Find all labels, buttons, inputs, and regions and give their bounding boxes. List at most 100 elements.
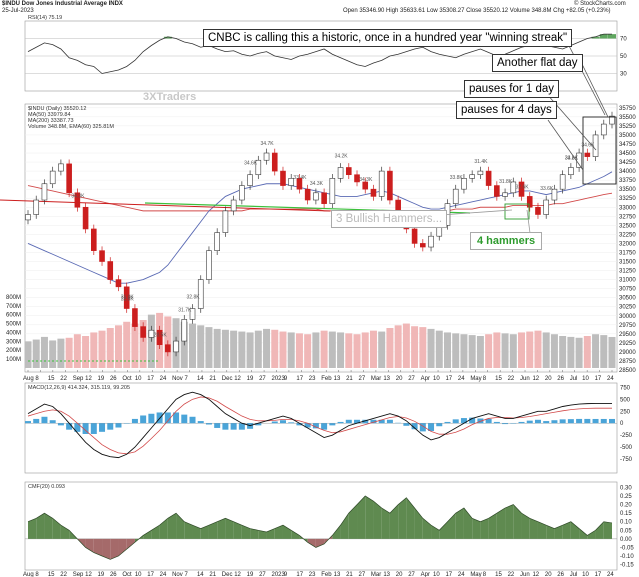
- volume-bar: [394, 325, 402, 368]
- macd-histogram-bar: [214, 423, 221, 428]
- axis-layer: 7050303575035500352503500034750345003425…: [6, 37, 636, 577]
- candle-body: [584, 152, 591, 157]
- x-tick-label: 15: [495, 376, 502, 382]
- cmf-area-segment: [455, 508, 464, 539]
- candle-body: [33, 199, 40, 215]
- x-tick-label: 26: [557, 376, 564, 382]
- volume-bar: [295, 333, 303, 368]
- price-tick-label: 34000: [619, 169, 636, 175]
- cmf-tick-label: -0.05: [620, 545, 634, 551]
- volume-bar: [49, 340, 57, 368]
- cmf-area-segment: [431, 525, 440, 539]
- x-tick-label: Feb: [321, 376, 332, 382]
- cmf-area-segment: [126, 538, 135, 550]
- rsi-title: RSI(14) 75.19: [28, 15, 62, 21]
- volume-bar: [213, 328, 221, 368]
- macd-histogram-bar: [436, 423, 443, 427]
- cmf-x-tick-label: 7: [185, 572, 189, 577]
- candle-body: [132, 308, 138, 327]
- candle-body: [173, 340, 179, 353]
- cmf-x-tick-label: 15: [48, 572, 55, 577]
- macd-histogram-bar: [271, 421, 278, 424]
- macd-histogram-bar: [82, 423, 89, 434]
- cmf-area-segment: [217, 518, 226, 539]
- x-tick-label: 27: [358, 376, 365, 382]
- callout-four-hammers: 4 hammers: [470, 232, 543, 250]
- candle-body: [378, 170, 385, 197]
- price-tick-label: 34750: [619, 142, 636, 148]
- cmf-area-segment: [603, 521, 612, 539]
- candle-body: [321, 192, 327, 204]
- cmf-x-tick-label: 22: [508, 572, 515, 577]
- cmf-area-segment: [447, 513, 456, 539]
- macd-histogram-bar: [559, 419, 566, 424]
- candle-body: [485, 170, 492, 186]
- candle-body: [25, 214, 31, 221]
- cmf-x-tick-label: Nov: [172, 572, 183, 577]
- candle-body: [452, 188, 459, 204]
- macd-histogram-bar: [99, 423, 106, 432]
- cmf-tick-label: 0.25: [620, 494, 632, 500]
- cmf-x-tick-label: May: [470, 572, 481, 577]
- flat-day-arrow: [581, 63, 609, 118]
- candle-body: [296, 178, 303, 190]
- x-tick-label: 14: [197, 376, 204, 382]
- volume-bar: [189, 323, 197, 368]
- cmf-x-tick-label: Jul: [570, 572, 578, 577]
- price-tick-label: 35500: [619, 115, 636, 121]
- cmf-x-tick-label: Jun: [520, 572, 530, 577]
- volume-bar: [24, 341, 32, 368]
- x-tick-label: 21: [346, 376, 353, 382]
- cmf-area-segment: [176, 513, 185, 539]
- x-tick-label: 8: [483, 376, 487, 382]
- x-tick-label: Jun: [520, 376, 530, 382]
- macd-histogram-bar: [189, 416, 196, 424]
- cmf-x-tick-label: 24: [160, 572, 167, 577]
- macd-histogram-bar: [205, 423, 212, 425]
- cmf-x-tick-label: Mar: [371, 572, 381, 577]
- cmf-area-segment: [381, 508, 390, 539]
- candle-body: [263, 152, 270, 161]
- candle-body: [526, 196, 533, 208]
- candle-body: [502, 192, 508, 197]
- volume-bar: [608, 336, 616, 368]
- cmf-x-tick-label: Oct: [122, 572, 132, 577]
- macd-histogram-bar: [370, 419, 377, 424]
- macd-tick-label: 250: [620, 409, 631, 415]
- x-tick-label: Oct: [122, 376, 132, 382]
- x-tick-label: Sep: [73, 376, 84, 382]
- cmf-area-segment: [110, 538, 119, 560]
- x-tick-label: 12: [234, 376, 241, 382]
- cmf-area-segment: [151, 525, 160, 539]
- macd-histogram-bar: [304, 423, 311, 428]
- cmf-area-segment: [102, 538, 111, 560]
- candle-body: [239, 185, 245, 201]
- volume-bar: [559, 336, 567, 368]
- volume-tick-label: 700M: [6, 304, 21, 310]
- cmf-area-segment: [521, 513, 530, 539]
- x-tick-label: 17: [445, 376, 452, 382]
- volume-bar: [526, 331, 534, 368]
- x-tick-label: 17: [296, 376, 303, 382]
- macd-histogram-bar: [354, 419, 361, 424]
- candle-body: [99, 250, 105, 262]
- candle-body: [222, 210, 229, 233]
- callout-cnbc: CNBC is calling this a historic, once in…: [203, 29, 573, 47]
- volume-bar: [600, 335, 608, 368]
- rsi-overbought-fill: [599, 34, 608, 39]
- cmf-x-tick-label: 2023: [272, 572, 286, 577]
- cmf-tick-label: -0.15: [620, 563, 634, 569]
- macd-histogram-bar: [386, 419, 393, 424]
- macd-histogram-bar: [419, 423, 426, 432]
- ma50-legend: MA(50) 33979.84: [28, 112, 71, 118]
- volume-bar: [419, 327, 427, 368]
- x-tick-label: Aug: [23, 376, 34, 382]
- cmf-x-tick-label: Feb: [321, 572, 332, 577]
- chart-date: 25-Jul-2023: [2, 8, 34, 14]
- macd-histogram-bar: [57, 423, 64, 426]
- x-tick-label: 19: [98, 376, 105, 382]
- cmf-x-tick-label: 26: [110, 572, 117, 577]
- x-tick-label: 10: [433, 376, 440, 382]
- macd-histogram-bar: [362, 419, 369, 424]
- volume-bar: [583, 336, 591, 368]
